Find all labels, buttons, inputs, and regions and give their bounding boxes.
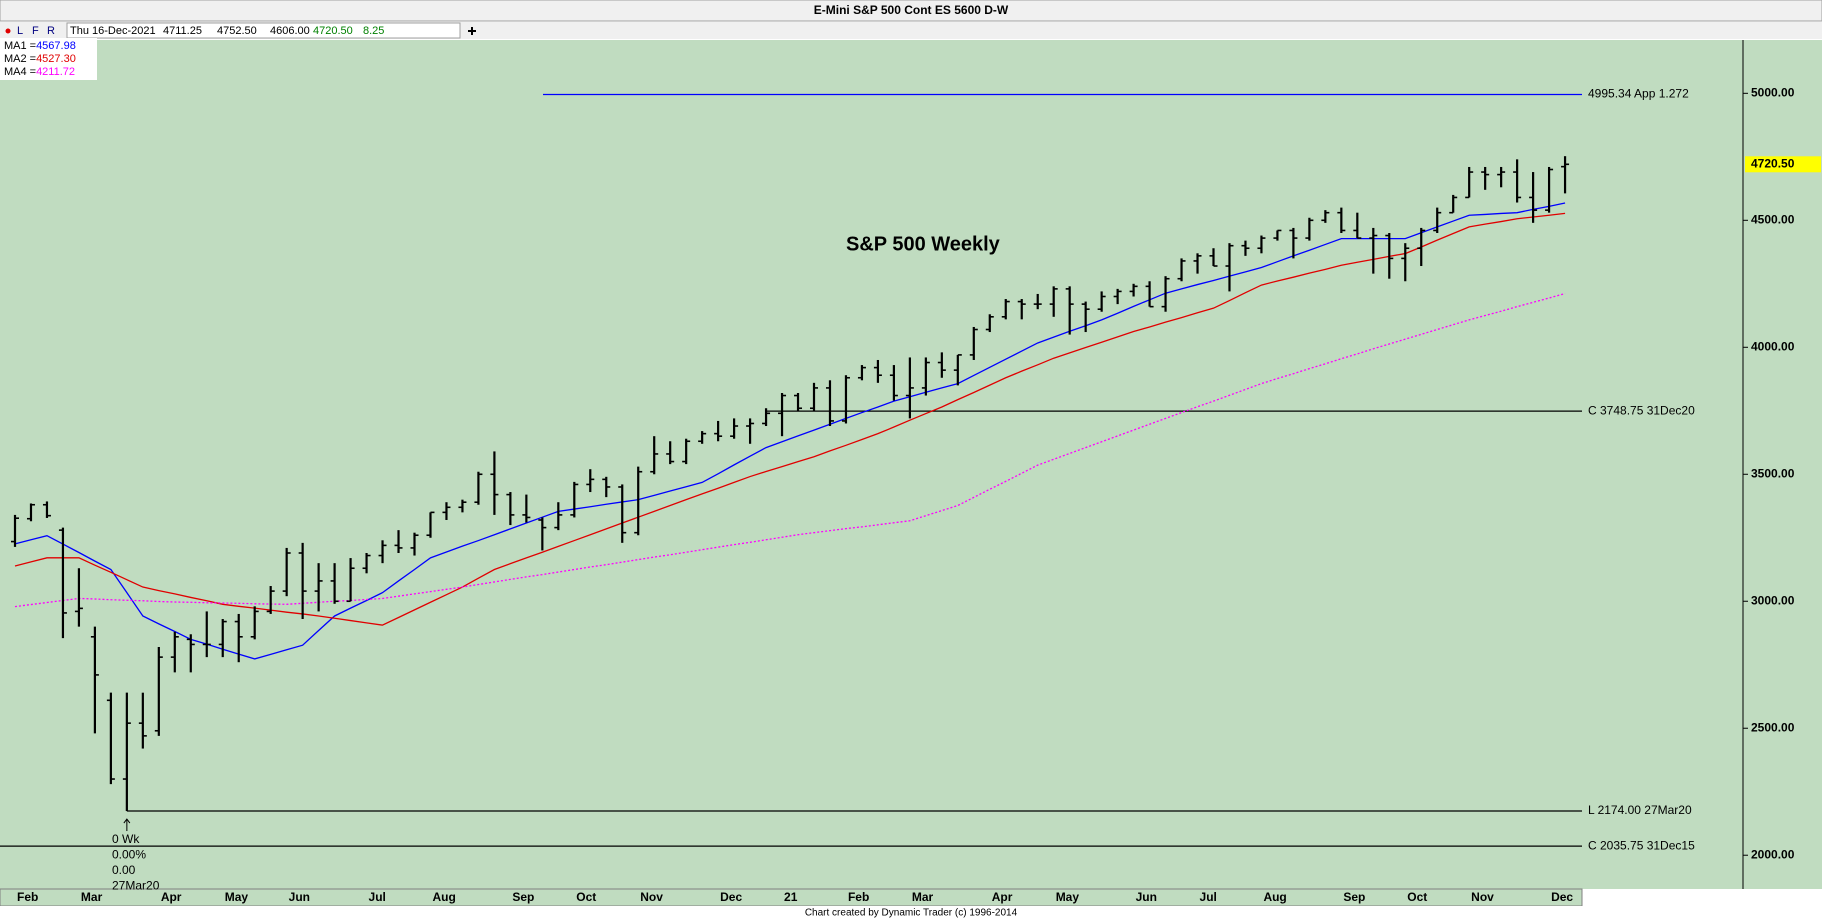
toolbar-button[interactable]: R [47, 25, 55, 37]
level-label: C 3748.75 31Dec20 [1588, 403, 1695, 417]
x-tick-label: Jul [369, 890, 386, 904]
x-tick-label: Mar [912, 890, 934, 904]
x-tick-label: Jun [1136, 890, 1157, 904]
footer-bar [0, 906, 1822, 921]
x-tick-label: 21 [784, 890, 798, 904]
info-change: 8.25 [363, 25, 384, 37]
x-tick-label: Oct [1407, 890, 1427, 904]
x-tick-label: Feb [17, 890, 38, 904]
window-title: E-Mini S&P 500 Cont ES 5600 D-W [814, 3, 1009, 17]
moving-average-line [14, 292, 1566, 608]
x-tick-label: Mar [81, 890, 103, 904]
title-bar [0, 0, 1822, 22]
y-tick-label: 3000.00 [1751, 593, 1795, 607]
toolbar-button[interactable]: F [32, 25, 39, 37]
x-tick-label: May [1056, 890, 1080, 904]
legend-entry: MA1 =4567.98 [4, 40, 76, 52]
legend-value: 4527.30 [36, 53, 76, 65]
x-tick-label: Jun [289, 890, 310, 904]
last-price-label: 4720.50 [1751, 156, 1795, 170]
y-tick-label: 4500.00 [1751, 212, 1795, 226]
status-dot [5, 28, 11, 34]
legend-name: MA4 [4, 66, 27, 78]
legend-name: MA2 [4, 53, 27, 65]
info-low: 4606.00 [270, 25, 310, 37]
x-tick-label: Dec [720, 890, 742, 904]
pivot-label: 0 Wk [112, 832, 140, 846]
footer-text: Chart created by Dynamic Trader (c) 1996… [805, 908, 1018, 919]
x-tick-label: Dec [1551, 890, 1573, 904]
legend-separator: = [30, 66, 36, 78]
x-tick-label: Nov [1471, 890, 1494, 904]
pivot-label: 0.00% [112, 848, 146, 862]
x-tick-label: Aug [432, 890, 455, 904]
x-tick-label: Jul [1200, 890, 1217, 904]
x-tick-label: Sep [1343, 890, 1365, 904]
level-label: L 2174.00 27Mar20 [1588, 803, 1692, 817]
x-tick-label: May [225, 890, 249, 904]
legend-entry: MA2 =4527.30 [4, 53, 76, 65]
legend-value: 4211.72 [36, 66, 75, 78]
pivot-label: 0.00 [112, 863, 136, 877]
x-tick-label: Apr [161, 890, 182, 904]
y-tick-label: 2500.00 [1751, 720, 1795, 734]
legend-value: 4567.98 [36, 40, 76, 52]
plot-background [0, 40, 1822, 889]
y-tick-label: 3500.00 [1751, 466, 1795, 480]
legend-separator: = [30, 53, 36, 65]
info-high: 4752.50 [217, 25, 257, 37]
info-date: Thu 16-Dec-2021 [70, 25, 156, 37]
info-close: 4720.50 [313, 25, 353, 37]
level-label: C 2035.75 31Dec15 [1588, 838, 1695, 852]
x-tick-label: Aug [1263, 890, 1286, 904]
x-tick-label: Feb [848, 890, 869, 904]
x-tick-label: Oct [576, 890, 596, 904]
ma-legend-box [0, 38, 97, 80]
info-box [66, 22, 461, 39]
x-tick-label: Sep [512, 890, 534, 904]
level-label: 4995.34 App 1.272 [1588, 87, 1689, 101]
y-tick-label: 4000.00 [1751, 339, 1795, 353]
legend-entry: MA4 =4211.72 [4, 66, 75, 78]
pivot-label: 27Mar20 [112, 879, 160, 893]
info-open: 4711.25 [163, 25, 202, 37]
x-tick-label: Apr [992, 890, 1013, 904]
pivot-arrow-head [123, 818, 131, 824]
moving-average-line [14, 212, 1566, 626]
legend-separator: = [30, 40, 36, 52]
crosshair-icon[interactable] [468, 27, 476, 35]
x-tick-label: Nov [640, 890, 663, 904]
legend-name: MA1 [4, 40, 27, 52]
y-tick-label: 5000.00 [1751, 85, 1795, 99]
toolbar-button[interactable]: L [17, 25, 23, 37]
y-tick-label: 2000.00 [1751, 847, 1795, 861]
moving-average-line [14, 202, 1566, 660]
last-price-tag [1745, 156, 1821, 173]
chart-title: S&P 500 Weekly [846, 233, 1001, 255]
